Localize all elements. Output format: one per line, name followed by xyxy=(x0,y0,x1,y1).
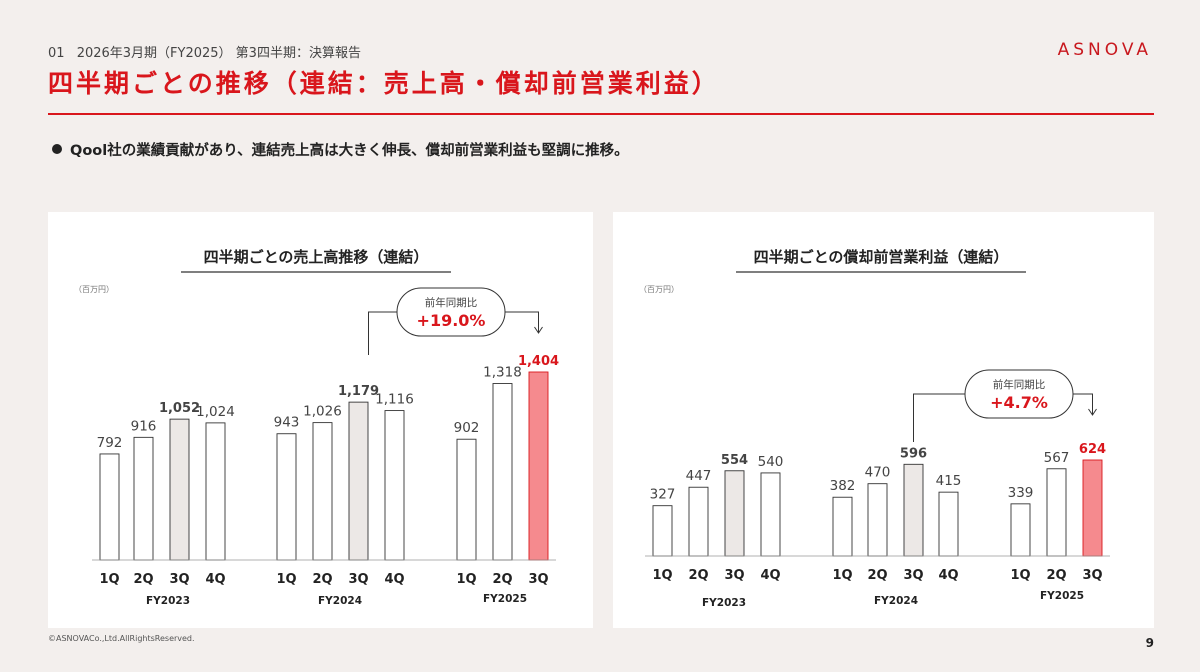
data-label: 624 xyxy=(1079,442,1106,457)
data-label: 1,179 xyxy=(338,384,379,399)
section-number: 01 xyxy=(48,46,65,61)
category-label: 2Q xyxy=(133,572,153,587)
category-label: 1Q xyxy=(1010,568,1030,583)
data-label: 447 xyxy=(686,468,712,484)
yoy-callout xyxy=(396,287,506,337)
summary-text: Qool社の業績貢献があり、連結売上高は大きく伸長、償却前営業利益も堅調に推移。 xyxy=(70,143,629,159)
data-label: 470 xyxy=(865,465,891,481)
category-label: 3Q xyxy=(724,568,744,583)
bar xyxy=(652,505,673,557)
category-label: 2Q xyxy=(1046,568,1066,583)
chart-unit-label: （百万円） xyxy=(639,285,679,294)
fiscal-year-label: FY2023 xyxy=(702,597,746,609)
bar xyxy=(1082,459,1103,557)
chart-title: 四半期ごとの売上高推移（連結） xyxy=(204,248,429,266)
ebitda-chart: 四半期ごとの償却前営業利益（連結） （百万円） 327 1Q 447 2Q 554 3Q 540… xyxy=(639,248,1110,609)
data-label: 567 xyxy=(1044,450,1070,466)
category-label: 1Q xyxy=(652,568,672,583)
ebitda-chart-panel: 四半期ごとの償却前営業利益（連結） （百万円） 327 1Q 447 2Q 554 3Q 540… xyxy=(613,212,1154,628)
category-label: 2Q xyxy=(492,572,512,587)
bullet-dot-icon xyxy=(52,144,62,154)
yoy-callout-label: 前年同期比 xyxy=(993,378,1046,391)
arrow-down-icon xyxy=(534,326,543,334)
category-label: 4Q xyxy=(760,568,780,583)
bar xyxy=(528,371,549,561)
category-label: 4Q xyxy=(384,572,404,587)
company-logo: ASNOVA xyxy=(1057,40,1152,60)
summary-bullet: Qool社の業績貢献があり、連結売上高は大きく伸長、償却前営業利益も堅調に推移。 xyxy=(52,139,629,160)
bar xyxy=(456,438,477,561)
yoy-callout-value: +4.7% xyxy=(990,393,1048,412)
bar xyxy=(384,410,405,561)
category-label: 1Q xyxy=(99,572,119,587)
bar xyxy=(312,422,333,561)
category-label: 3Q xyxy=(1082,568,1102,583)
bar xyxy=(832,496,853,557)
category-label: 2Q xyxy=(688,568,708,583)
bar xyxy=(169,418,190,561)
category-label: 3Q xyxy=(169,572,189,587)
data-label: 1,052 xyxy=(159,401,200,416)
fiscal-year-label: FY2024 xyxy=(874,595,918,607)
section-header: 01 2026年3月期（FY2025） 第3四半期：決算報告 xyxy=(48,42,369,61)
copyright: ©ASNOVACo.,Ltd.AllRightsReserved. xyxy=(48,634,195,643)
data-label: 1,116 xyxy=(375,392,414,408)
page-number: 9 xyxy=(1145,636,1154,650)
category-label: 1Q xyxy=(456,572,476,587)
bar xyxy=(724,470,745,557)
bar xyxy=(1046,468,1067,557)
data-label: 339 xyxy=(1008,485,1034,501)
fiscal-year-label: FY2024 xyxy=(318,595,362,607)
bar xyxy=(938,491,959,557)
sales-chart: 四半期ごとの売上高推移（連結） （百万円） 792 1Q 916 2Q 1,052 3Q 1,0… xyxy=(74,248,559,607)
bar xyxy=(133,436,154,561)
category-label: 3Q xyxy=(348,572,368,587)
data-label: 1,404 xyxy=(518,354,559,369)
category-label: 4Q xyxy=(205,572,225,587)
title-divider xyxy=(48,113,1154,115)
chart-unit-label: （百万円） xyxy=(74,285,114,294)
category-label: 3Q xyxy=(903,568,923,583)
bar xyxy=(276,433,297,561)
yoy-callout-label: 前年同期比 xyxy=(425,296,478,309)
data-label: 792 xyxy=(97,435,123,451)
yoy-callout-value: +19.0% xyxy=(417,311,486,330)
bar xyxy=(760,472,781,557)
data-label: 596 xyxy=(900,446,927,461)
data-label: 415 xyxy=(936,473,962,489)
bar xyxy=(867,483,888,557)
data-label: 382 xyxy=(830,478,856,494)
bar xyxy=(99,453,120,561)
data-label: 1,024 xyxy=(196,404,235,420)
bar xyxy=(205,422,226,561)
fiscal-year-label: FY2023 xyxy=(146,595,190,607)
category-label: 2Q xyxy=(867,568,887,583)
bar xyxy=(1010,503,1031,557)
category-label: 4Q xyxy=(938,568,958,583)
sales-chart-panel: 四半期ごとの売上高推移（連結） （百万円） 792 1Q 916 2Q 1,052 3Q 1,0… xyxy=(48,212,593,628)
bar xyxy=(903,463,924,557)
data-label: 902 xyxy=(454,420,480,436)
category-label: 1Q xyxy=(276,572,296,587)
data-label: 943 xyxy=(274,415,300,431)
data-label: 554 xyxy=(721,453,748,468)
bar xyxy=(348,401,369,561)
bar xyxy=(492,383,513,561)
data-label: 1,318 xyxy=(483,365,522,381)
arrow-down-icon xyxy=(1088,408,1097,416)
category-label: 2Q xyxy=(312,572,332,587)
section-label: 2026年3月期（FY2025） 第3四半期：決算報告 xyxy=(76,46,361,61)
category-label: 1Q xyxy=(832,568,852,583)
chart-title: 四半期ごとの償却前営業利益（連結） xyxy=(754,248,1009,266)
data-label: 327 xyxy=(650,487,676,503)
data-label: 540 xyxy=(758,454,784,470)
fiscal-year-label: FY2025 xyxy=(1040,590,1084,602)
category-label: 3Q xyxy=(528,572,548,587)
fiscal-year-label: FY2025 xyxy=(483,593,527,605)
yoy-callout xyxy=(964,369,1074,419)
data-label: 916 xyxy=(131,418,157,434)
data-label: 1,026 xyxy=(303,404,342,420)
page-title: 四半期ごとの推移（連結：売上高・償却前営業利益） xyxy=(48,69,720,98)
bar xyxy=(688,486,709,557)
